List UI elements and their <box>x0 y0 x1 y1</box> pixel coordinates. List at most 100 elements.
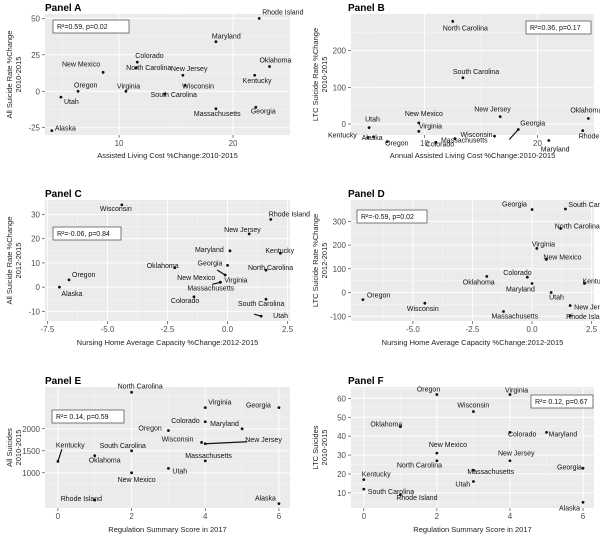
y-axis-label-line: LTC Suicide Rate %Change <box>311 28 320 121</box>
data-point <box>434 140 438 144</box>
y-axis-label: All Suicide Rate %Change2010-2015 <box>5 31 23 119</box>
data-point <box>417 129 421 133</box>
stat-text: R²=0.59, p=0.02 <box>57 24 108 31</box>
data-point <box>372 135 376 139</box>
label-leader-line <box>205 441 248 445</box>
point-label: Rhode Island <box>566 314 600 321</box>
x-tick-label: 6 <box>581 512 586 521</box>
y-axis-label: LTC Suicide Rate %Change2010-2015 <box>311 28 329 121</box>
y-axis-label-line: All Suicide Rate %Change <box>5 217 14 305</box>
point-label: Wisconsin <box>162 436 194 443</box>
point-label: Oregon <box>138 426 161 433</box>
data-point <box>502 310 505 313</box>
data-point <box>268 65 271 68</box>
data-point <box>120 203 124 207</box>
data-point <box>167 429 170 432</box>
point-label: Massachusetts <box>194 111 241 118</box>
data-point <box>203 420 207 424</box>
point-label: Virginia <box>208 400 231 407</box>
point-label: Georgia <box>246 403 271 410</box>
data-point <box>535 247 539 250</box>
data-point <box>498 115 502 119</box>
data-point <box>435 393 439 396</box>
data-point <box>135 60 139 64</box>
x-tick-label: 2 <box>435 512 440 521</box>
point-label: North Carolina <box>126 65 171 72</box>
point-label: Kentucky <box>56 442 85 449</box>
data-point <box>385 140 389 144</box>
point-label: Alaska <box>255 496 276 503</box>
y-tick-label: -25 <box>28 124 40 133</box>
y-axis-label-line: 2010-2015 <box>14 430 23 466</box>
data-point <box>93 498 97 502</box>
panel-d: Panel D -5.0 -2.5 0.0 2.5 -100 0 100 200 300 Nursi… <box>311 189 600 347</box>
point-label: Wisconsin <box>457 403 489 410</box>
point-label: South Carolina <box>238 301 284 308</box>
point-label: Maryland <box>212 34 241 41</box>
data-point <box>214 40 218 44</box>
point-label: Georgia <box>251 108 276 115</box>
data-point <box>493 134 496 138</box>
stat-box <box>52 19 130 34</box>
point-label: Maryland <box>210 421 239 428</box>
data-point <box>453 137 457 141</box>
x-axis-label: Nursing Home Average Capacity %Change:20… <box>382 338 564 347</box>
x-tick-label: -2.5 <box>161 325 175 334</box>
y-tick-label: 0 <box>342 120 347 129</box>
data-point <box>259 314 263 318</box>
point-label: Alaska <box>559 505 580 512</box>
point-label: Utah <box>64 99 79 106</box>
data-point <box>257 16 261 20</box>
point-label: Colorado <box>171 298 200 305</box>
stat-text: R²= 0.14, p=0.59 <box>56 414 109 421</box>
y-tick-label: 30 <box>31 211 40 220</box>
plot-background <box>45 387 290 508</box>
point-label: Wisconsin <box>407 306 439 313</box>
point-label: Oklahoma <box>570 108 600 115</box>
point-label: Massachusetts <box>185 453 232 460</box>
point-label: Massachusetts <box>441 138 488 145</box>
point-label: Wisconsin <box>100 206 132 213</box>
panel-title: Panel B <box>348 3 385 14</box>
data-point <box>101 70 105 74</box>
data-point <box>278 251 282 255</box>
point-label: North Carolina <box>248 265 293 272</box>
data-point <box>56 459 60 463</box>
data-point <box>451 19 455 23</box>
point-label: New Jersey <box>171 66 208 73</box>
y-axis-label-line: 2010-2015 <box>320 430 329 466</box>
point-label: Rhode Island <box>61 496 102 503</box>
y-tick-label: 20 <box>337 470 346 479</box>
y-tick-label: 1000 <box>22 469 40 478</box>
data-point <box>277 406 281 410</box>
x-tick-label: 0 <box>56 512 61 521</box>
point-label: Virginia <box>532 241 555 248</box>
point-label: South Carolina <box>368 489 414 496</box>
point-label: North Carolina <box>118 383 163 390</box>
data-point <box>203 459 207 463</box>
data-point <box>398 493 402 497</box>
point-label: Virginia <box>419 123 442 130</box>
data-point <box>362 478 366 482</box>
y-tick-label: 10 <box>337 489 346 498</box>
x-tick-label: 0.0 <box>222 325 234 334</box>
x-tick-label: 0.0 <box>526 325 538 334</box>
point-label: Colorado <box>135 53 164 60</box>
x-tick-label: 10 <box>115 139 124 148</box>
data-point <box>247 232 251 236</box>
point-label: Oklahoma <box>463 279 495 286</box>
data-point <box>366 136 370 139</box>
panel-f: Panel F 0 2 4 6 10 20 30 40 50 60 Regulation Summar… <box>311 376 594 534</box>
point-label: Alaska <box>362 135 383 142</box>
point-label: Rhode Island <box>262 9 303 16</box>
data-point <box>203 442 207 446</box>
y-tick-label: 100 <box>333 265 347 274</box>
y-tick-label: 30 <box>337 451 346 460</box>
data-point <box>67 278 71 282</box>
data-point <box>472 480 475 483</box>
stat-box <box>51 409 125 424</box>
point-label: Maryland <box>548 431 577 438</box>
y-axis-label-line: All Suicides <box>5 428 14 467</box>
point-label: Maryland <box>195 247 224 254</box>
